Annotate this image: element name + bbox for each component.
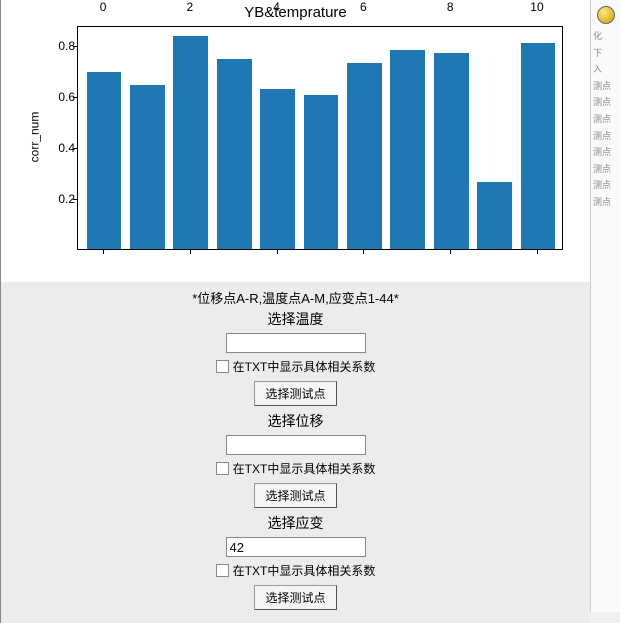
sidebar-fragment-text: 测点 (593, 96, 618, 109)
chart-bar (87, 72, 122, 249)
strain-label: 选择应变 (1, 513, 590, 533)
x-tick-label: 6 (360, 0, 367, 14)
sidebar-fragment-text: 测点 (593, 179, 618, 192)
right-sidebar-fragment: 化下入测点测点测点测点测点测点测点测点 (590, 0, 620, 612)
sidebar-fragment-text: 测点 (593, 163, 618, 176)
chart-plot-area (77, 26, 563, 250)
chart-bar (173, 36, 208, 249)
sidebar-fragment-text: 下 (593, 47, 618, 60)
chart-bar (390, 50, 425, 249)
y-axis-label: corr_num (27, 112, 41, 163)
badge-icon (597, 6, 615, 24)
x-tick-label: 0 (100, 0, 107, 14)
sidebar-fragment-text: 测点 (593, 196, 618, 209)
chart-bar (130, 85, 165, 249)
sidebar-fragment-text: 入 (593, 63, 618, 76)
strain-select-button[interactable]: 选择测试点 (254, 585, 336, 610)
chart-bar (217, 59, 252, 249)
chart-bar (347, 63, 382, 249)
strain-input[interactable] (226, 537, 366, 557)
displacement-checkbox[interactable] (216, 462, 229, 475)
displacement-input[interactable] (226, 435, 366, 455)
control-form: *位移点A-R,温度点A-M,应变点1-44* 选择温度 在TXT中显示具体相关… (0, 282, 590, 623)
instruction-text: *位移点A-R,温度点A-M,应变点1-44* (1, 288, 590, 307)
sidebar-fragment-text: 测点 (593, 80, 618, 93)
x-tick-label: 10 (530, 0, 543, 14)
chart-bar (434, 53, 469, 249)
x-tick-label: 4 (273, 0, 280, 14)
x-tick-label: 2 (186, 0, 193, 14)
chart-bar (521, 43, 556, 249)
temperature-label: 选择温度 (1, 309, 590, 329)
temperature-select-button[interactable]: 选择测试点 (254, 381, 336, 406)
chart-bar (304, 95, 339, 250)
temperature-checkbox[interactable] (216, 360, 229, 373)
displacement-checkbox-label: 在TXT中显示具体相关系数 (233, 460, 376, 477)
x-tick-label: 8 (447, 0, 454, 14)
strain-checkbox[interactable] (216, 564, 229, 577)
sidebar-fragment-text: 化 (593, 30, 618, 43)
strain-checkbox-label: 在TXT中显示具体相关系数 (233, 562, 376, 579)
displacement-label: 选择位移 (1, 411, 590, 431)
temperature-input[interactable] (226, 333, 366, 353)
chart-bar (477, 182, 512, 249)
temperature-checkbox-label: 在TXT中显示具体相关系数 (233, 358, 376, 375)
sidebar-fragment-text: 测点 (593, 113, 618, 126)
chart-title: YB&temprature (1, 4, 590, 21)
sidebar-fragment-text: 测点 (593, 146, 618, 159)
chart-panel: YB&temprature corr_num 0.20.40.60.8 0246… (0, 0, 590, 282)
chart-bar (260, 89, 295, 249)
sidebar-fragment-text: 测点 (593, 130, 618, 143)
displacement-select-button[interactable]: 选择测试点 (254, 483, 336, 508)
